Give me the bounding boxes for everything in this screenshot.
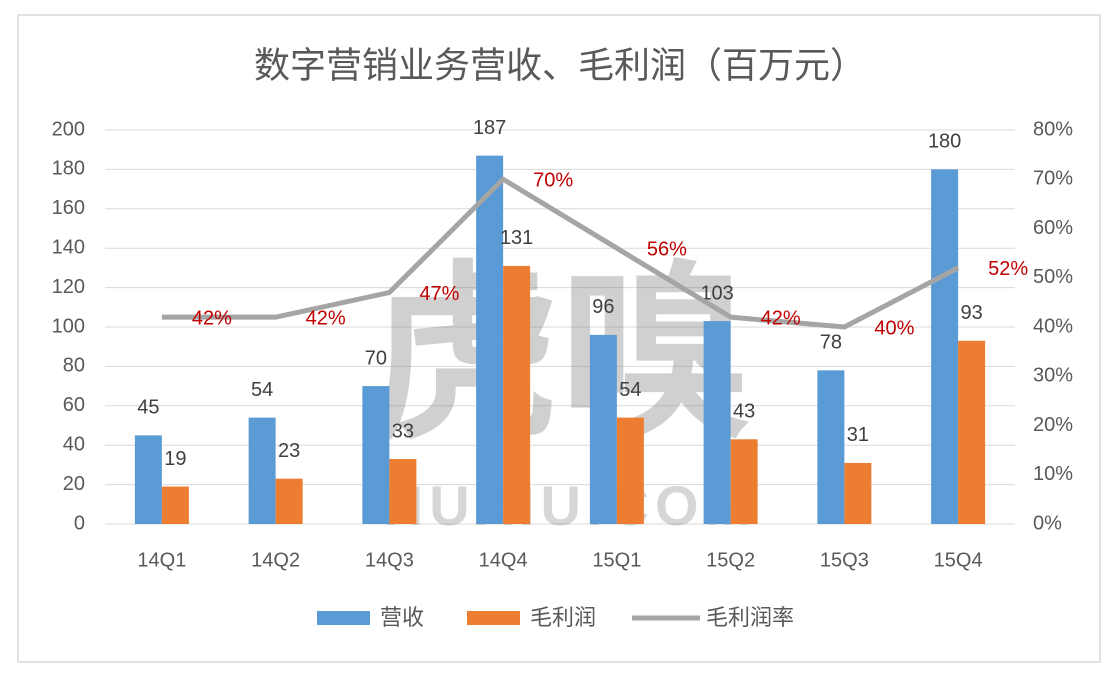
line-value-label: 42% xyxy=(192,307,232,329)
bar-value-label: 70 xyxy=(365,347,387,369)
line-value-label: 42% xyxy=(306,307,346,329)
y2-tick-label: 50% xyxy=(1033,266,1073,288)
y2-tick-label: 30% xyxy=(1033,365,1073,387)
bar xyxy=(275,478,303,524)
legend-label: 营收 xyxy=(380,605,424,630)
line-value-label: 42% xyxy=(761,307,801,329)
line-value-label: 47% xyxy=(419,283,459,305)
line-value-label: 70% xyxy=(533,170,573,192)
x-tick-label: 15Q1 xyxy=(592,549,641,571)
line-value-label: 40% xyxy=(874,317,914,339)
bar-value-label: 54 xyxy=(251,379,273,401)
bar xyxy=(362,386,390,524)
legend-label: 毛利润 xyxy=(530,605,596,630)
y2-tick-label: 40% xyxy=(1033,315,1073,337)
y-tick-label: 60 xyxy=(63,394,85,416)
bar xyxy=(616,417,644,524)
bar xyxy=(844,462,872,524)
bar xyxy=(931,169,959,524)
y-tick-label: 120 xyxy=(52,276,85,298)
y2-tick-label: 20% xyxy=(1033,414,1073,436)
bar xyxy=(730,439,758,524)
bar-value-label: 23 xyxy=(278,440,300,462)
y2-tick-label: 70% xyxy=(1033,168,1073,190)
bar-value-label: 54 xyxy=(619,379,641,401)
y-tick-label: 100 xyxy=(52,315,85,337)
x-tick-label: 15Q4 xyxy=(934,549,983,571)
bar-value-label: 180 xyxy=(928,131,961,153)
y2-tick-label: 10% xyxy=(1033,463,1073,485)
bar xyxy=(161,486,189,524)
line-value-label: 56% xyxy=(647,238,687,260)
chart-title: 数字营销业务营收、毛利润（百万元） xyxy=(254,45,866,86)
y-tick-label: 200 xyxy=(52,118,85,140)
y2-tick-label: 60% xyxy=(1033,217,1073,239)
bar-value-label: 33 xyxy=(392,420,414,442)
y-tick-label: 20 xyxy=(63,473,85,495)
bar-value-label: 45 xyxy=(137,397,159,419)
bar-value-label: 187 xyxy=(473,117,506,139)
x-tick-label: 14Q3 xyxy=(365,549,414,571)
y-tick-label: 180 xyxy=(52,158,85,180)
x-tick-label: 15Q2 xyxy=(706,549,755,571)
line xyxy=(161,176,960,330)
bar xyxy=(476,155,504,525)
y-tick-label: 80 xyxy=(63,355,85,377)
y2-tick-label: 0% xyxy=(1033,512,1062,534)
bar-value-label: 96 xyxy=(592,296,614,318)
watermark: 虎嗅 xyxy=(370,249,750,461)
bar-value-label: 19 xyxy=(164,448,186,470)
bar xyxy=(817,370,845,524)
legend-label: 毛利润率 xyxy=(706,605,794,630)
bar xyxy=(589,334,617,524)
bar xyxy=(389,458,417,524)
bar xyxy=(134,435,162,524)
watermark: HUXIU.COM xyxy=(383,474,757,537)
x-tick-label: 14Q2 xyxy=(251,549,300,571)
legend-swatch xyxy=(317,611,370,625)
y2-tick-label: 80% xyxy=(1033,118,1073,140)
y-tick-label: 160 xyxy=(52,197,85,219)
y-tick-label: 0 xyxy=(74,512,85,534)
bar xyxy=(703,321,731,524)
y-tick-label: 140 xyxy=(52,236,85,258)
chart-frame xyxy=(17,14,1101,663)
bar-value-label: 31 xyxy=(847,424,869,446)
bar-value-label: 78 xyxy=(820,332,842,354)
x-tick-label: 14Q4 xyxy=(479,549,528,571)
bar-value-label: 131 xyxy=(500,227,533,249)
y-tick-label: 40 xyxy=(63,433,85,455)
bar xyxy=(248,417,276,524)
bar-value-label: 103 xyxy=(700,282,733,304)
bar-value-label: 43 xyxy=(733,401,755,423)
bar-value-label: 93 xyxy=(961,302,983,324)
bar xyxy=(958,340,986,524)
x-tick-label: 14Q1 xyxy=(137,549,186,571)
line-value-label: 52% xyxy=(988,258,1028,280)
x-tick-label: 15Q3 xyxy=(820,549,869,571)
bar xyxy=(503,265,531,524)
legend-swatch xyxy=(467,611,520,625)
